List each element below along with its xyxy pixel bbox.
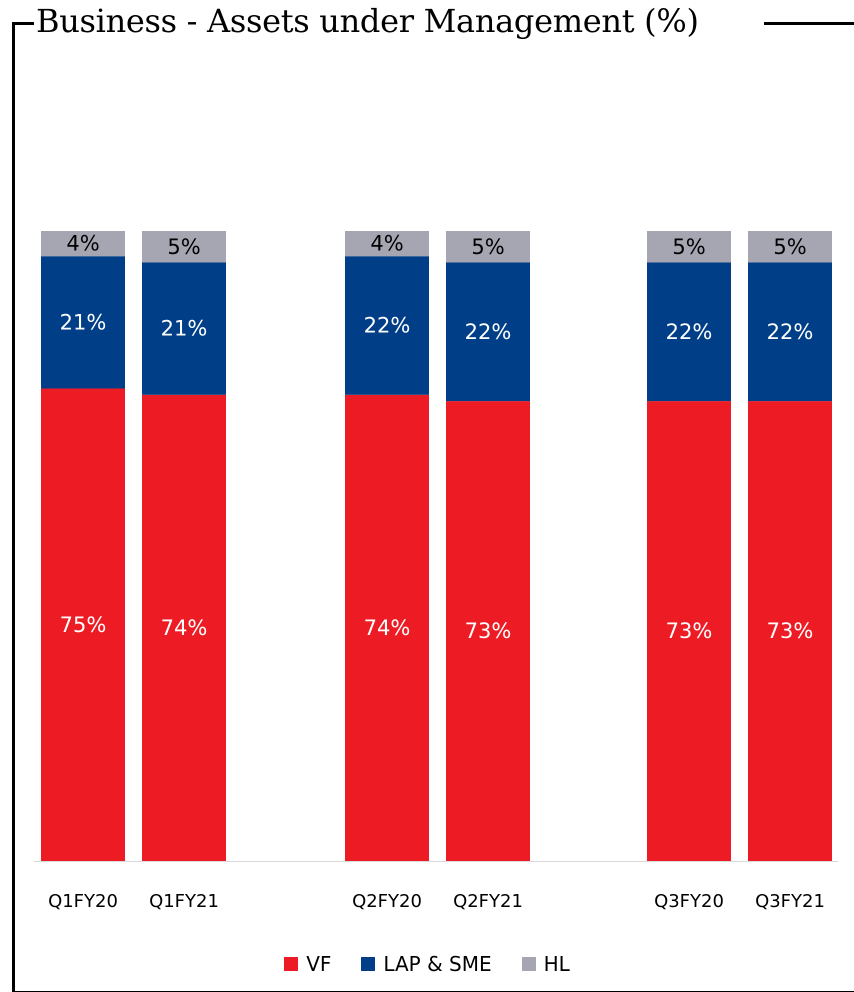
data-label: 21% xyxy=(60,310,107,334)
frame-left-border xyxy=(12,22,15,992)
x-tick-label: Q1FY20 xyxy=(48,891,118,912)
bar-segment-lap-sme-q3fy21 xyxy=(748,262,832,402)
x-tick-label: Q1FY21 xyxy=(149,891,219,912)
bar-segment-lap-sme-q3fy20 xyxy=(647,262,731,402)
x-tick-label: Q3FY21 xyxy=(755,891,825,912)
data-label: 22% xyxy=(465,320,512,344)
data-label: 4% xyxy=(66,232,99,256)
data-label: 74% xyxy=(161,616,208,640)
legend-swatch-lap-sme xyxy=(361,957,376,971)
frame-top-left-tick xyxy=(12,22,34,25)
bar-segment-lap-sme-q1fy21 xyxy=(142,262,226,395)
bar-segment-hl-q1fy20 xyxy=(41,231,125,257)
bar-segment-hl-q2fy21 xyxy=(446,231,530,263)
chart-legend: VF LAP & SME HL xyxy=(0,952,854,976)
data-label: 22% xyxy=(666,320,713,344)
legend-item-lap-sme: LAP & SME xyxy=(361,952,492,976)
bar-segment-vf-q1fy20 xyxy=(41,388,125,861)
bar-segment-vf-q2fy21 xyxy=(446,401,530,861)
data-label: 75% xyxy=(60,613,107,637)
data-label: 22% xyxy=(364,314,411,338)
legend-label-lap-sme: LAP & SME xyxy=(383,952,492,976)
legend-label-hl: HL xyxy=(543,952,570,976)
legend-item-hl: HL xyxy=(521,952,570,976)
bar-segment-hl-q1fy21 xyxy=(142,231,226,263)
data-label: 5% xyxy=(471,235,504,259)
stacked-bar-chart: 75% 21% 4% Q1FY20 74% 21% 5% Q1FY21 74% 22% 4% Q2FY… xyxy=(34,231,838,912)
bar-segment-vf-q3fy20 xyxy=(647,401,731,861)
data-label: 73% xyxy=(767,619,814,643)
bar-segment-lap-sme-q2fy20 xyxy=(345,256,429,395)
bar-segment-vf-q1fy21 xyxy=(142,394,226,861)
data-label: 5% xyxy=(773,235,806,259)
data-label: 4% xyxy=(370,232,403,256)
bar-segment-hl-q2fy20 xyxy=(345,231,429,257)
data-label: 21% xyxy=(161,317,208,341)
legend-swatch-vf xyxy=(284,957,299,971)
bar-segment-vf-q2fy20 xyxy=(345,394,429,861)
data-label: 5% xyxy=(672,235,705,259)
frame-top-right-line xyxy=(764,22,854,25)
bar-segment-hl-q3fy20 xyxy=(647,231,731,263)
bar-segment-hl-q3fy21 xyxy=(748,231,832,263)
bar-segment-lap-sme-q2fy21 xyxy=(446,262,530,402)
chart-title: Business - Assets under Management (%) xyxy=(36,2,699,40)
legend-item-vf: VF xyxy=(284,952,331,976)
x-tick-label: Q2FY20 xyxy=(352,891,422,912)
data-label: 5% xyxy=(167,235,200,259)
bar-segment-vf-q3fy21 xyxy=(748,401,832,861)
bar-segment-lap-sme-q1fy20 xyxy=(41,256,125,389)
data-label: 73% xyxy=(666,619,713,643)
x-tick-label: Q3FY20 xyxy=(654,891,724,912)
data-label: 73% xyxy=(465,619,512,643)
data-label: 22% xyxy=(767,320,814,344)
legend-swatch-hl xyxy=(521,957,536,971)
data-label: 74% xyxy=(364,616,411,640)
legend-label-vf: VF xyxy=(306,952,332,976)
x-tick-label: Q2FY21 xyxy=(453,891,523,912)
